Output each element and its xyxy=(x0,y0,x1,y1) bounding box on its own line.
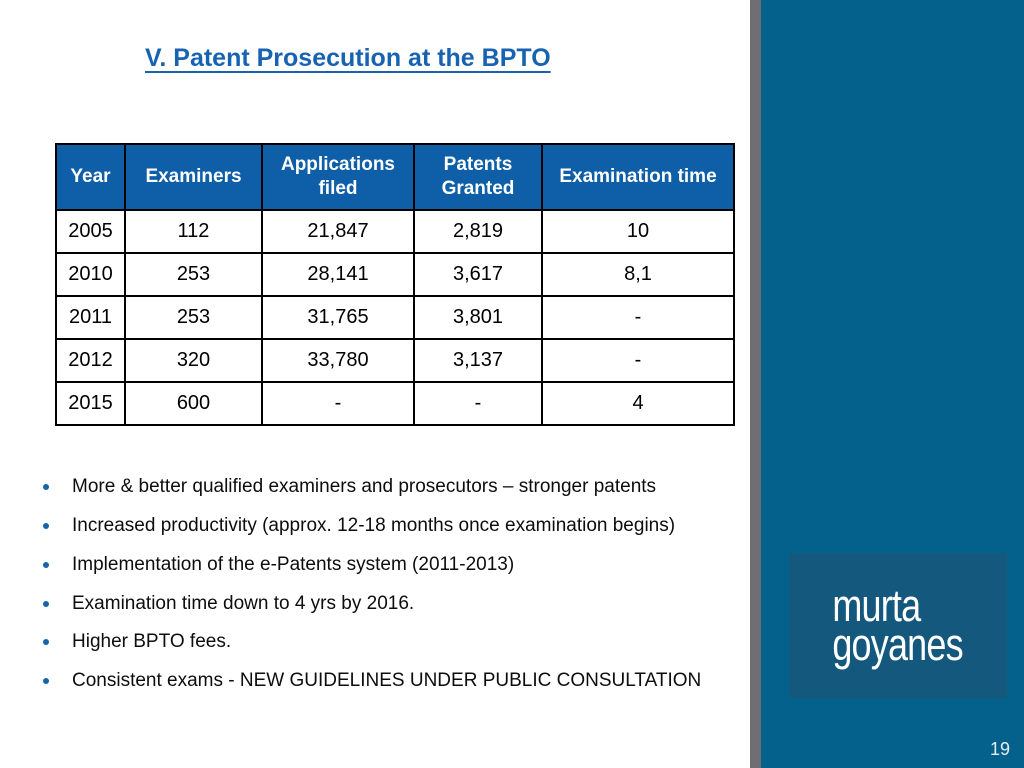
table-cell: 2005 xyxy=(55,209,126,254)
table-row: 2012 320 33,780 3,137 - xyxy=(55,338,735,383)
table-cell: 112 xyxy=(124,209,263,254)
header-examination-time: Examination time xyxy=(541,143,735,211)
header-year: Year xyxy=(55,143,126,211)
table-cell: 2,819 xyxy=(413,209,543,254)
bullet-text: Increased productivity (approx. 12-18 mo… xyxy=(72,514,676,536)
table-cell: 3,801 xyxy=(413,295,543,340)
list-item: Implementation of the e-Patents system (… xyxy=(40,554,740,576)
table-cell: - xyxy=(261,381,415,426)
bullet-icon xyxy=(43,484,49,490)
table-cell: 4 xyxy=(541,381,735,426)
sidebar-divider xyxy=(750,0,761,768)
list-item: Increased productivity (approx. 12-18 mo… xyxy=(40,515,740,537)
table-cell: 31,765 xyxy=(261,295,415,340)
table-cell: 2012 xyxy=(55,338,126,383)
page-number: 19 xyxy=(989,739,1010,759)
logo-line-2: goyanes xyxy=(832,618,964,670)
table-cell: 3,137 xyxy=(413,338,543,383)
table-cell: 320 xyxy=(124,338,263,383)
list-item: More & better qualified examiners and pr… xyxy=(40,476,740,498)
table-cell: 8,1 xyxy=(541,252,735,297)
bullet-text: More & better qualified examiners and pr… xyxy=(72,476,657,497)
table-header-row: Year Examiners Applications filed Patent… xyxy=(55,143,735,211)
table-cell: 21,847 xyxy=(261,209,415,254)
table-row: 2015 600 - - 4 xyxy=(55,381,735,426)
header-examiners: Examiners xyxy=(124,143,263,211)
bullet-icon xyxy=(43,561,49,568)
bullet-icon xyxy=(43,678,49,685)
table-row: 2010 253 28,141 3,617 8,1 xyxy=(55,252,735,297)
table-row: 2005 112 21,847 2,819 10 xyxy=(55,209,735,254)
header-patents-granted: Patents Granted xyxy=(413,143,543,211)
bullet-icon xyxy=(43,600,49,607)
table-cell: 600 xyxy=(124,381,263,426)
table-cell: 253 xyxy=(124,295,263,340)
logo-wordmark: murta goyanes xyxy=(832,580,964,670)
bullet-icon xyxy=(43,522,49,529)
table-cell: 28,141 xyxy=(261,252,415,297)
table-cell: - xyxy=(541,338,735,383)
patent-stats-table: Year Examiners Applications filed Patent… xyxy=(55,143,735,426)
table-cell: 3,617 xyxy=(413,252,543,297)
table-cell: - xyxy=(541,295,735,340)
table-cell: - xyxy=(413,381,543,426)
page-title: V. Patent Prosecution at the BPTO xyxy=(145,44,551,72)
bullet-icon xyxy=(43,639,49,646)
logo-line-1: murta xyxy=(832,580,922,632)
table-cell: 2010 xyxy=(55,252,126,297)
table-cell: 10 xyxy=(541,209,735,254)
bullet-text: Higher BPTO fees. xyxy=(72,631,232,653)
murta-goyanes-logo: murta goyanes xyxy=(789,553,1007,698)
list-item: Higher BPTO fees. xyxy=(40,631,740,653)
list-item: Consistent exams - NEW GUIDELINES UNDER … xyxy=(40,670,740,692)
bullet-text: Implementation of the e-Patents system (… xyxy=(72,553,515,575)
table-row: 2011 253 31,765 3,801 - xyxy=(55,295,735,340)
list-item: Examination time down to 4 yrs by 2016. xyxy=(40,593,740,615)
right-sidebar: murta goyanes 19 xyxy=(761,0,1024,768)
bullet-text: Consistent exams - NEW GUIDELINES UNDER … xyxy=(72,670,702,692)
table-cell: 253 xyxy=(124,252,263,297)
bullet-list: More & better qualified examiners and pr… xyxy=(40,476,740,709)
bullet-text: Examination time down to 4 yrs by 2016. xyxy=(72,592,415,614)
table-cell: 2011 xyxy=(55,295,126,340)
table-cell: 2015 xyxy=(55,381,126,426)
header-applications-filed: Applications filed xyxy=(261,143,415,211)
table-cell: 33,780 xyxy=(261,338,415,383)
